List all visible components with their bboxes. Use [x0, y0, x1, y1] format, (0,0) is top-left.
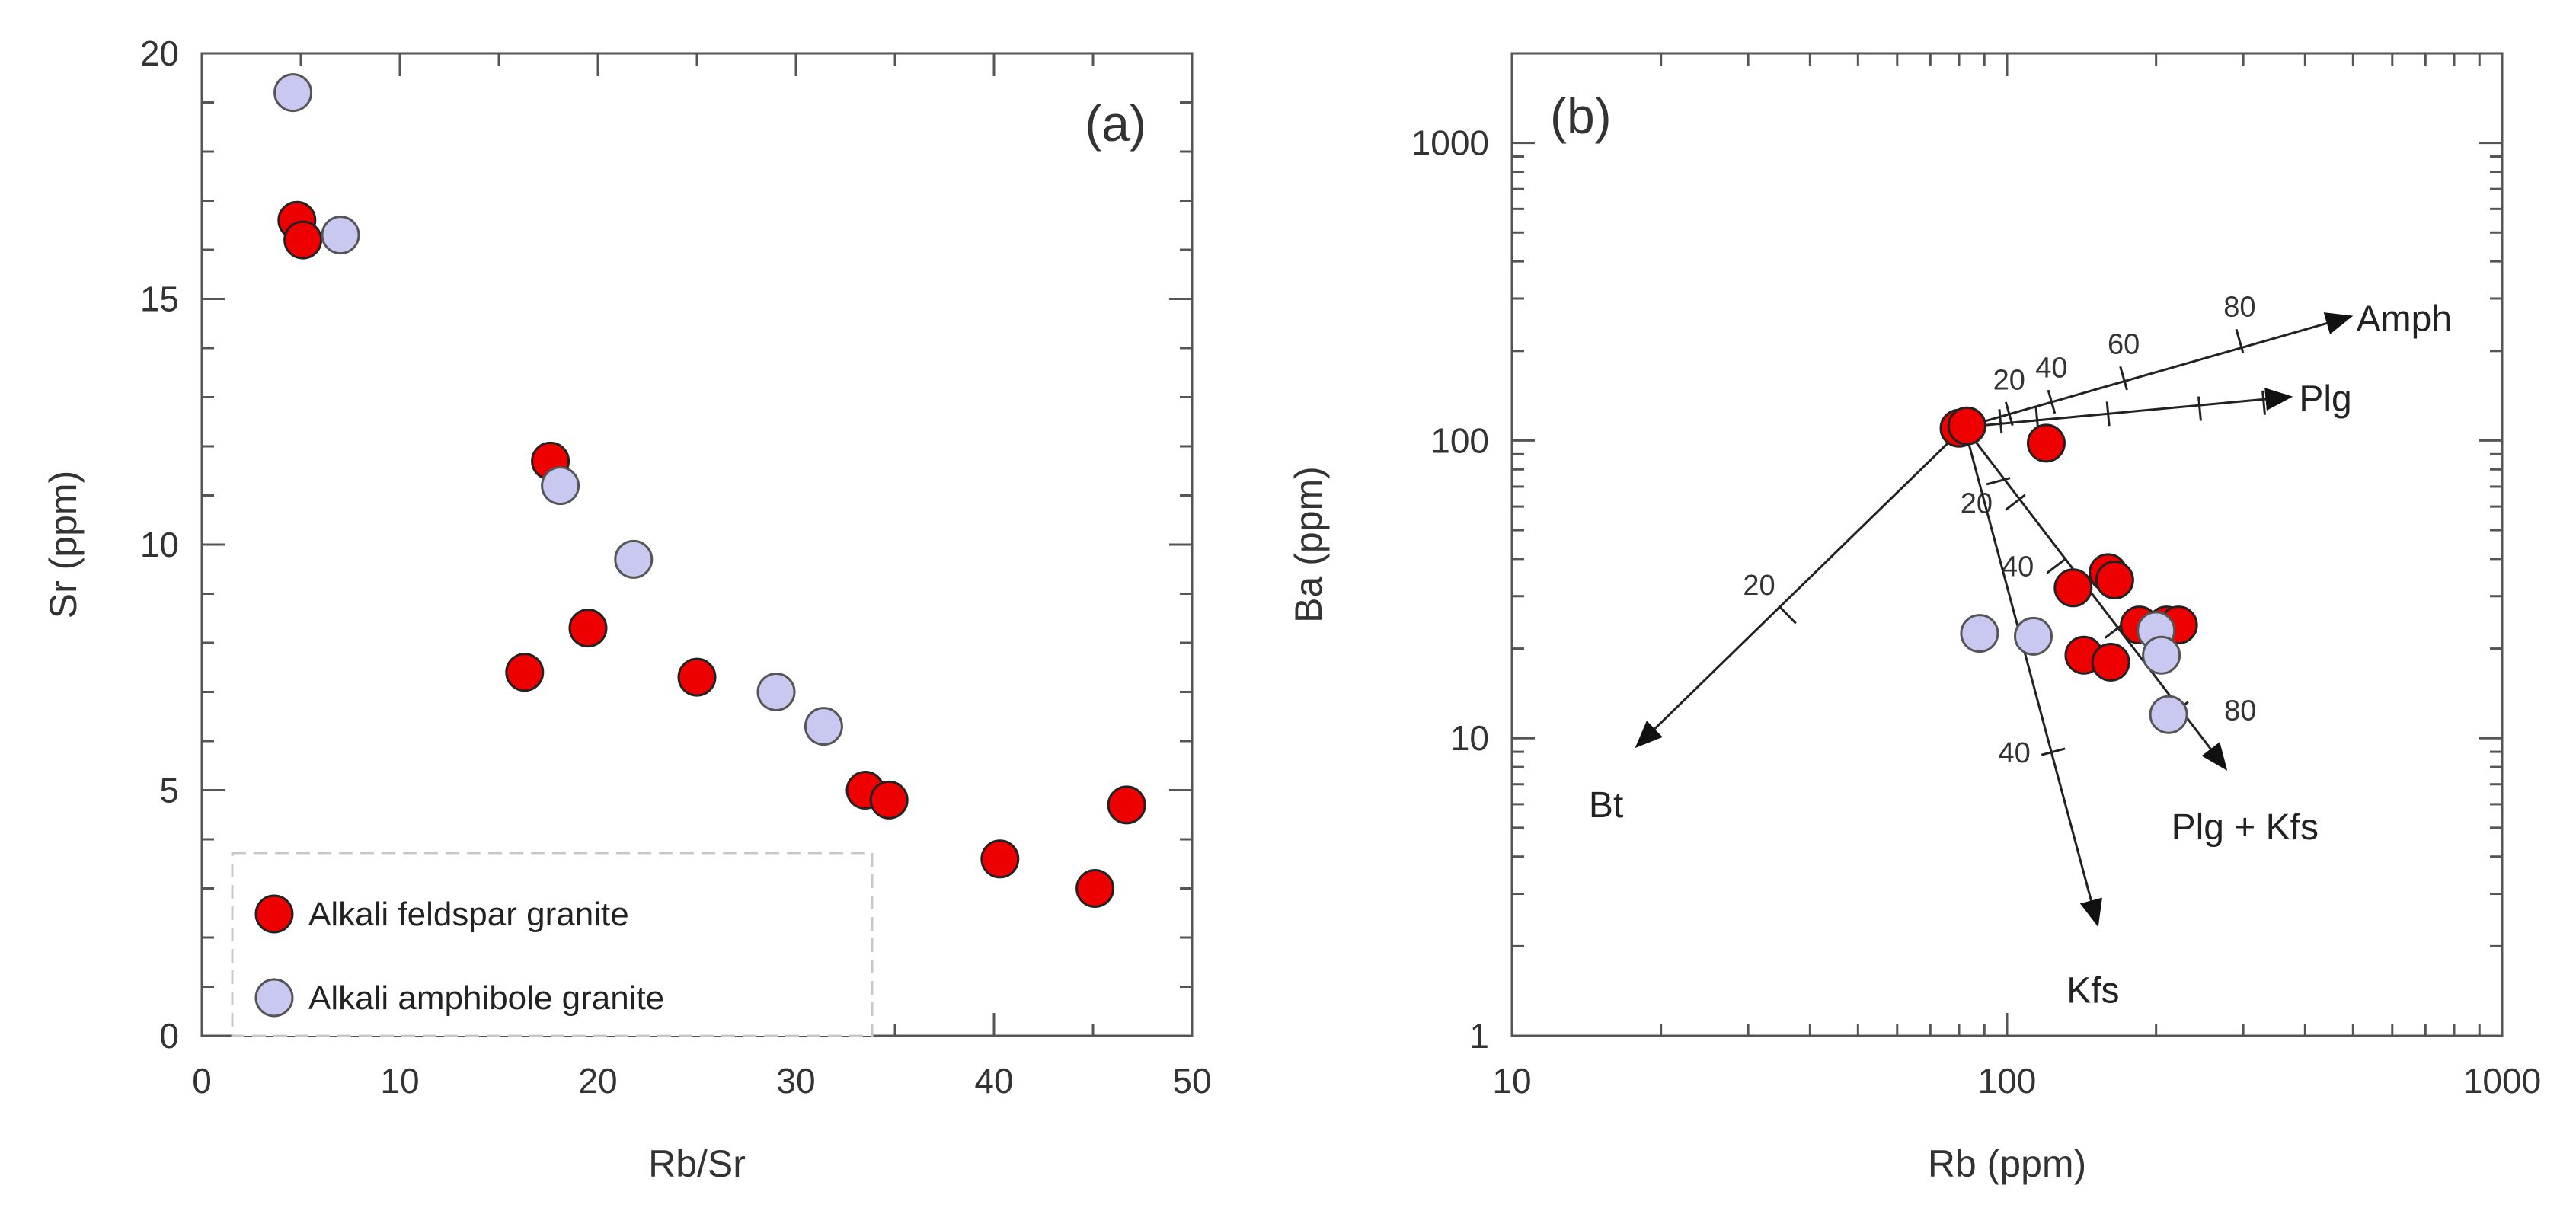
point-alkali-amphibole [804, 707, 843, 746]
point-alkali-feldspar [2095, 561, 2134, 600]
tick-labels-a: 0 10 20 30 40 50 0 5 10 15 20 [140, 34, 1212, 1101]
point-alkali-feldspar [283, 220, 323, 260]
vector-tick-plg-kfs [2005, 494, 2026, 511]
x-tick-label-a: 30 [776, 1061, 815, 1101]
vector-tick-plg-kfs [2046, 557, 2067, 574]
panel-label-a: (a) [1085, 95, 1146, 152]
vector-label-bt: Bt [1589, 785, 1623, 826]
point-alkali-feldspar [2091, 642, 2130, 682]
legend-box [231, 852, 874, 1037]
point-alkali-amphibole [273, 73, 313, 113]
vector-label-kfs: Kfs [2066, 970, 2119, 1011]
vector-tick-label-bt: 20 [1743, 570, 1775, 602]
vector-tick-label-amph: 80 [2223, 292, 2255, 324]
legend-label-feldspar: Alkali feldspar granite [308, 896, 629, 933]
y-tick-label-b: 10 [1450, 718, 1489, 758]
x-axis-title-b: Rb (ppm) [1928, 1142, 2086, 1185]
x-tick-label-a: 10 [380, 1061, 419, 1101]
panel-label-b: (b) [1550, 88, 1612, 144]
data-points-a [273, 73, 1146, 908]
vector-tick-amph [2119, 366, 2128, 391]
y-tick-label-a: 0 [159, 1016, 179, 1056]
point-alkali-feldspar [980, 839, 1020, 879]
data-points-b [1939, 406, 2198, 734]
point-alkali-feldspar [568, 609, 608, 648]
point-alkali-feldspar [2053, 568, 2093, 608]
x-tick-label-a: 20 [578, 1061, 617, 1101]
vector-tick-label-kfs: 40 [1998, 737, 2030, 769]
vector-tick-label-amph: 40 [2035, 352, 2067, 384]
vector-kfs [1963, 427, 2102, 928]
x-tick-label-a: 50 [1172, 1061, 1211, 1101]
axis-ticks-b [1510, 52, 2502, 1037]
vector-tick-label-amph: 20 [1993, 364, 2025, 396]
point-alkali-feldspar [1947, 406, 1986, 446]
point-alkali-amphibole [541, 466, 580, 506]
x-tick-label-a: 0 [192, 1061, 212, 1101]
vector-tick-kfs [2041, 747, 2066, 756]
point-alkali-feldspar [677, 657, 717, 697]
x-tick-label-b: 100 [1978, 1061, 2037, 1101]
point-alkali-amphibole [2014, 616, 2053, 656]
point-alkali-amphibole [321, 216, 360, 255]
point-alkali-amphibole [1960, 614, 1999, 653]
vector-label-plg: Plg [2299, 379, 2351, 419]
point-alkali-amphibole [756, 673, 796, 711]
vector-tick-plg [1998, 409, 2003, 434]
point-alkali-feldspar [1107, 785, 1146, 825]
point-alkali-amphibole [614, 539, 654, 579]
y-tick-label-b: 100 [1430, 420, 1489, 460]
vector-label-amph: Amph [2357, 299, 2452, 339]
y-tick-label-a: 10 [140, 525, 179, 564]
x-tick-label-b: 10 [1492, 1061, 1531, 1101]
point-alkali-feldspar [1075, 869, 1115, 908]
point-alkali-feldspar [2026, 423, 2066, 463]
point-alkali-feldspar [869, 780, 909, 820]
plot-frame-b [1510, 52, 2504, 1037]
point-alkali-amphibole [2149, 695, 2188, 734]
y-axis-title-b: Ba (ppm) [1287, 466, 1330, 623]
vector-tick-plg [2105, 401, 2111, 427]
vector-tick-amph [2047, 389, 2057, 414]
panel-a-scatter: 0 10 20 30 40 50 0 5 10 15 20 (a) Rb/Sr Sr (ppm) A… [42, 34, 1212, 1185]
vector-tick-bt [1778, 605, 1797, 625]
vector-tick-label-amph: 60 [2108, 329, 2140, 361]
y-tick-label-a: 5 [159, 771, 179, 810]
y-tick-label-a: 20 [140, 34, 179, 73]
vector-bt [1635, 426, 1966, 749]
vector-tick-amph [2235, 328, 2245, 353]
vector-amph [1964, 312, 2354, 429]
vector-tick-plg [2261, 390, 2267, 415]
point-alkali-amphibole [2142, 635, 2181, 675]
y-tick-label-b: 1000 [1411, 123, 1489, 163]
x-tick-label-a: 40 [974, 1061, 1013, 1101]
x-tick-label-b: 1000 [2463, 1061, 2541, 1101]
y-tick-label-b: 1 [1469, 1016, 1489, 1056]
legend-marker-amphibole [254, 978, 294, 1018]
vector-tick-kfs [1986, 477, 2011, 486]
vector-label-plg-kfs: Plg + Kfs [2172, 807, 2319, 848]
y-tick-label-a: 15 [140, 280, 179, 319]
vector-tick-label-plg-kfs: 40 [2002, 551, 2034, 583]
vector-tick-label-plg-kfs: 80 [2224, 695, 2256, 727]
vector-plg [1964, 388, 2293, 429]
y-axis-title-a: Sr (ppm) [42, 471, 85, 618]
legend-label-amphibole: Alkali amphibole granite [308, 979, 664, 1017]
point-alkali-feldspar [505, 653, 545, 692]
legend: Alkali feldspar granite Alkali amphibole… [231, 852, 874, 1037]
x-axis-title-a: Rb/Sr [648, 1142, 746, 1185]
vector-tick-plg [2197, 396, 2202, 421]
legend-marker-feldspar [254, 894, 294, 934]
